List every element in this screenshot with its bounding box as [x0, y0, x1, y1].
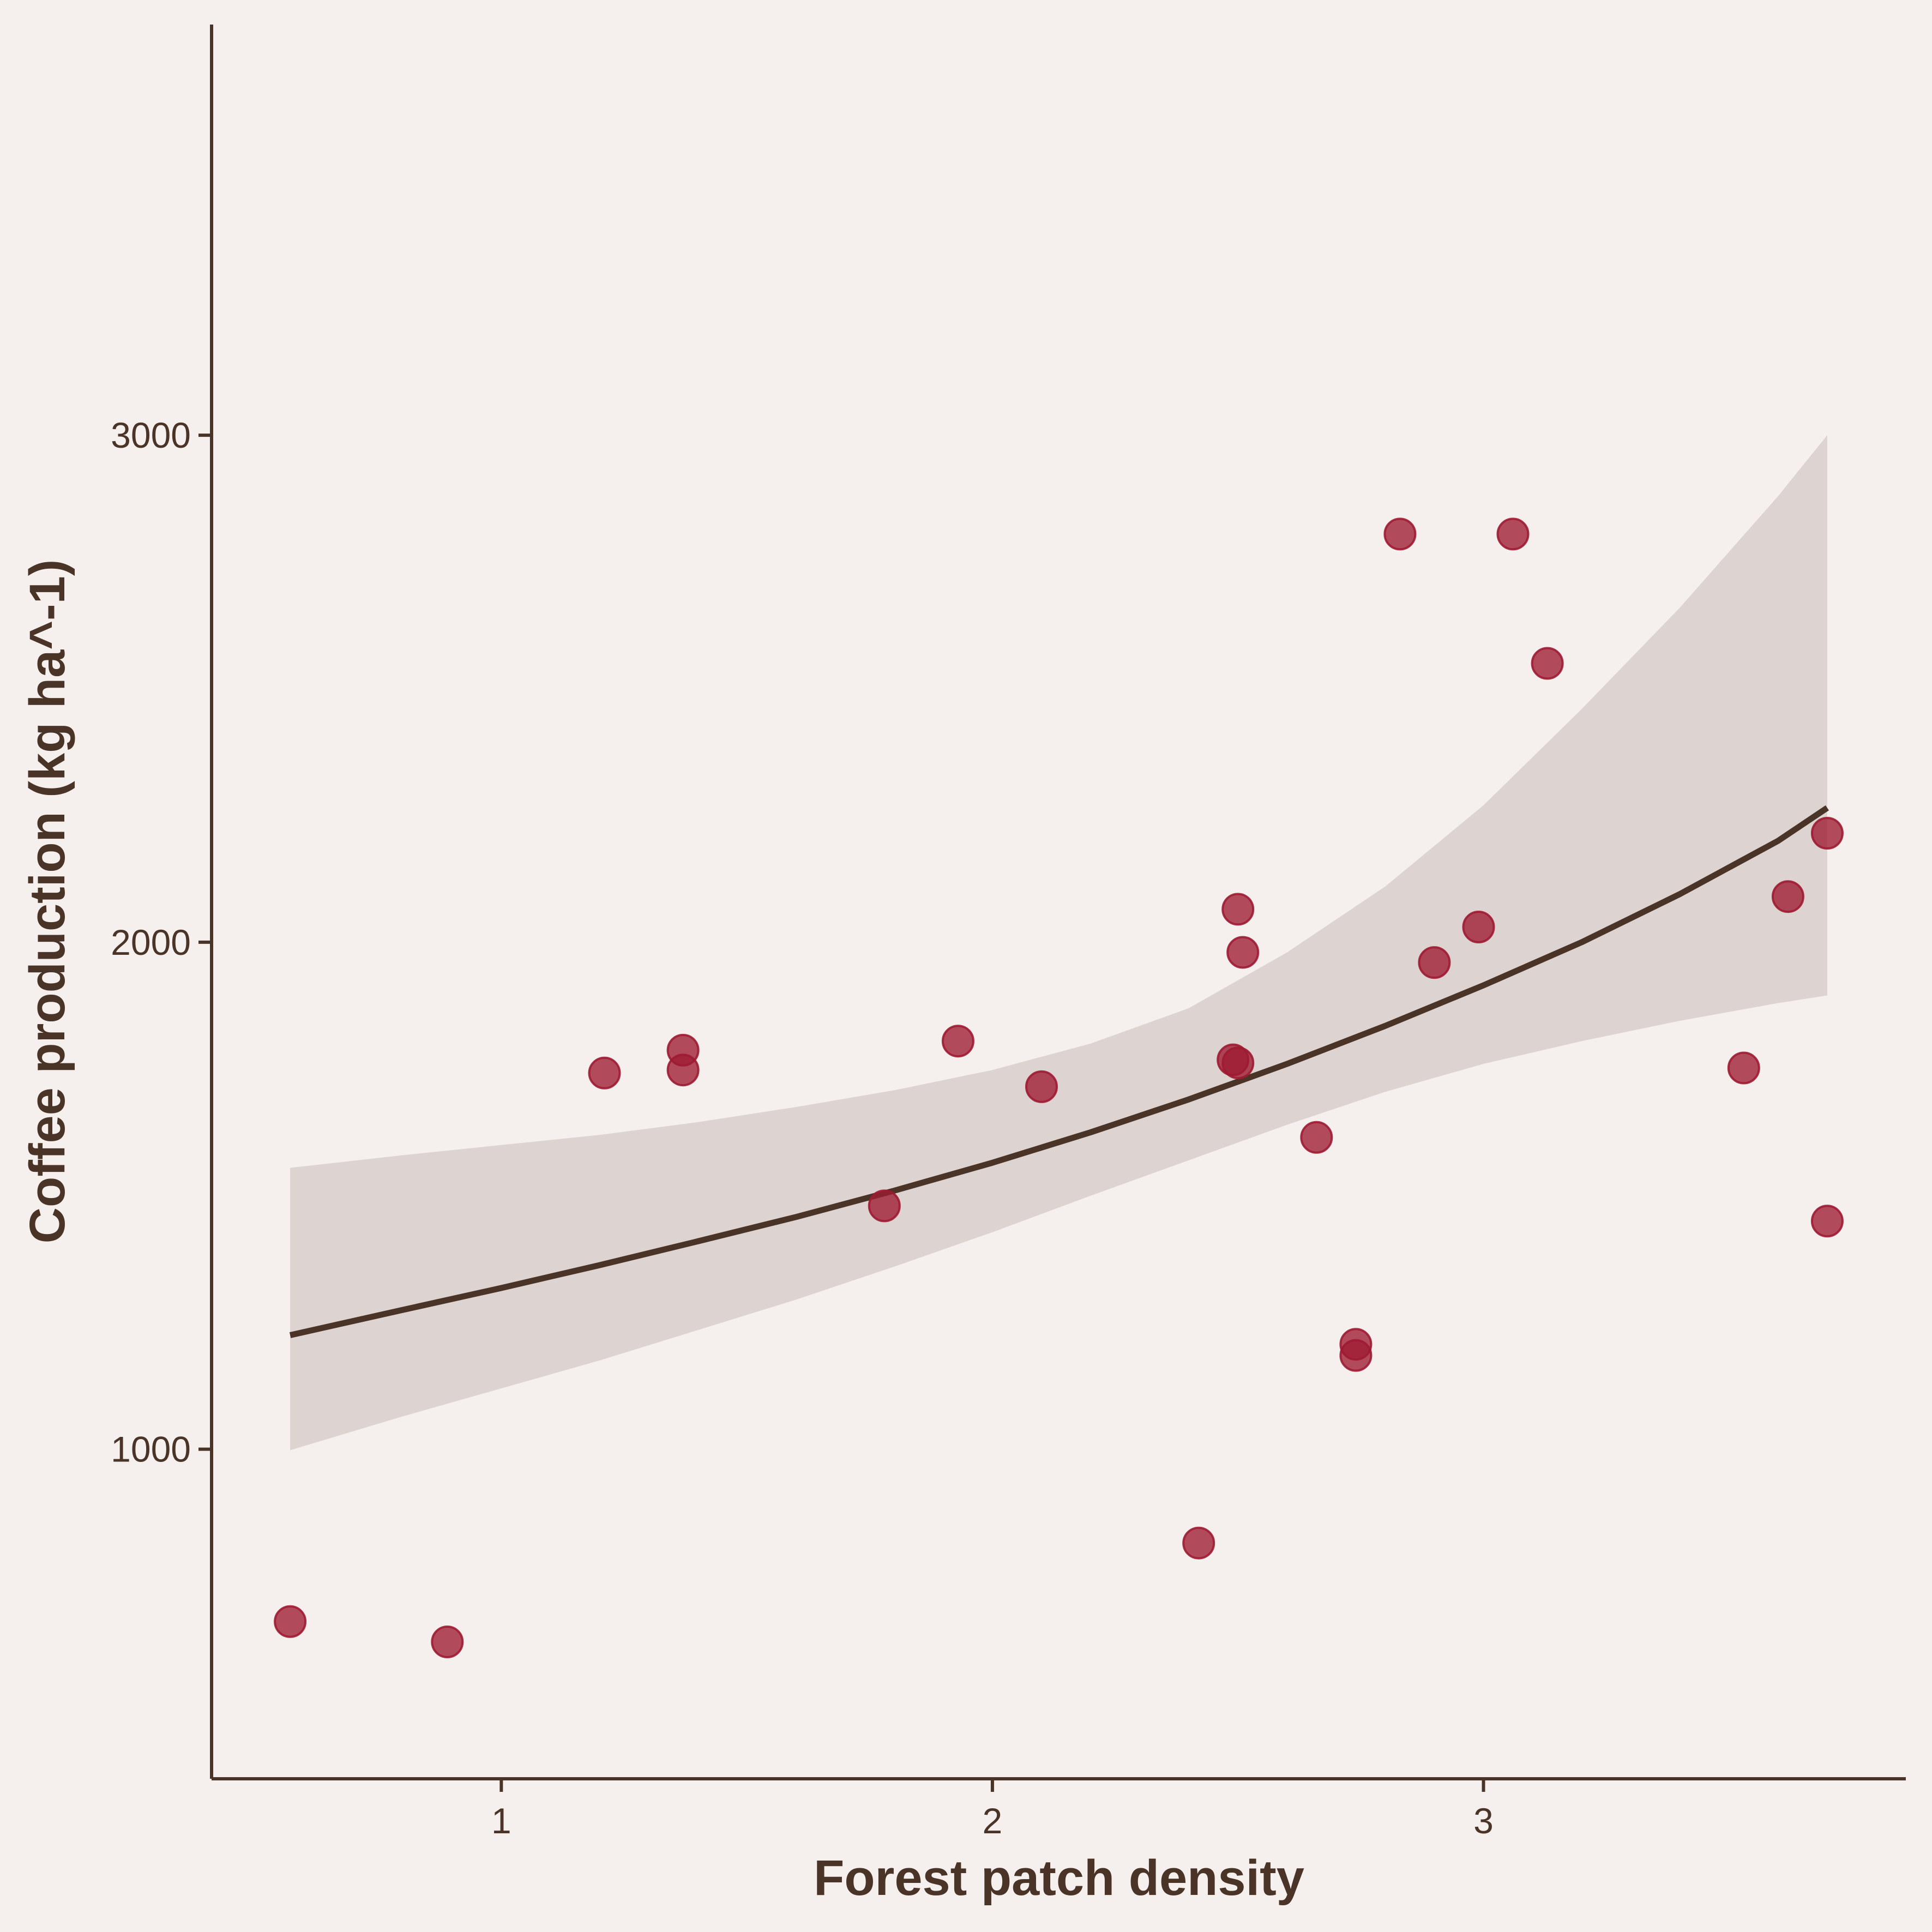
data-point-11 [1221, 1046, 1255, 1080]
data-point-19 [1462, 911, 1495, 943]
data-point-25 [1810, 1205, 1844, 1238]
x-axis-title: Forest patch density [814, 1850, 1304, 1906]
data-point-18 [1418, 946, 1451, 979]
data-point-7 [941, 1025, 974, 1058]
data-point-3 [588, 1056, 621, 1090]
data-point-17 [1383, 517, 1417, 551]
data-point-20 [1496, 517, 1530, 551]
data-point-6 [868, 1189, 901, 1223]
x-tick-label: 2 [983, 1801, 1003, 1841]
y-tick-label: 1000 [111, 1429, 191, 1470]
data-points-layer [274, 517, 1844, 1658]
data-point-24 [1810, 817, 1844, 850]
data-point-5 [666, 1033, 700, 1067]
confidence-band-layer [290, 435, 1827, 1450]
data-point-2 [431, 1626, 464, 1658]
data-point-16 [1339, 1339, 1373, 1372]
data-point-21 [1531, 647, 1564, 680]
data-point-8 [1025, 1070, 1058, 1103]
data-point-9 [1182, 1526, 1215, 1560]
data-point-23 [1771, 880, 1804, 913]
fit-line-layer [289, 805, 1829, 1338]
x-tick-label: 1 [491, 1801, 511, 1841]
y-tick-label: 3000 [111, 415, 191, 455]
data-point-22 [1727, 1051, 1760, 1085]
y-axis-title: Coffee production (kg ha^-1) [20, 559, 75, 1244]
data-point-12 [1221, 893, 1255, 926]
axes-layer [210, 25, 1906, 1780]
x-tick-label: 3 [1473, 1801, 1494, 1841]
data-point-13 [1226, 936, 1260, 969]
confidence-band [290, 435, 1827, 1450]
y-tick-label: 2000 [111, 922, 191, 962]
data-point-1 [274, 1605, 307, 1638]
ticks-layer: 1 2 3 1000 2000 3000 [111, 415, 1494, 1841]
fit-line [289, 805, 1829, 1338]
data-point-14 [1300, 1121, 1333, 1154]
